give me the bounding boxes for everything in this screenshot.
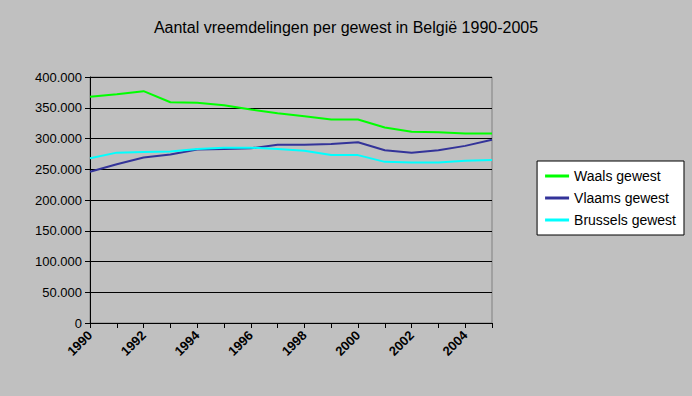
- svg-text:0: 0: [75, 316, 82, 331]
- svg-text:1996: 1996: [225, 328, 256, 359]
- svg-text:Aantal vreemdelingen per gewes: Aantal vreemdelingen per gewest in Belgi…: [154, 19, 538, 36]
- svg-text:250.000: 250.000: [35, 162, 82, 177]
- svg-text:400.000: 400.000: [35, 70, 82, 85]
- svg-text:1994: 1994: [171, 327, 203, 359]
- svg-text:200.000: 200.000: [35, 193, 82, 208]
- svg-text:2000: 2000: [332, 328, 363, 359]
- svg-text:Waals gewest: Waals gewest: [574, 168, 661, 184]
- svg-text:Brussels gewest: Brussels gewest: [574, 212, 676, 228]
- svg-text:1990: 1990: [64, 328, 95, 359]
- svg-text:50.000: 50.000: [42, 285, 82, 300]
- svg-text:300.000: 300.000: [35, 131, 82, 146]
- svg-text:Vlaams gewest: Vlaams gewest: [574, 190, 669, 206]
- svg-text:100.000: 100.000: [35, 254, 82, 269]
- svg-text:150.000: 150.000: [35, 223, 82, 238]
- svg-text:2004: 2004: [439, 327, 471, 359]
- svg-text:2002: 2002: [386, 328, 417, 359]
- svg-text:1998: 1998: [279, 328, 310, 359]
- svg-text:350.000: 350.000: [35, 100, 82, 115]
- svg-text:1992: 1992: [118, 328, 149, 359]
